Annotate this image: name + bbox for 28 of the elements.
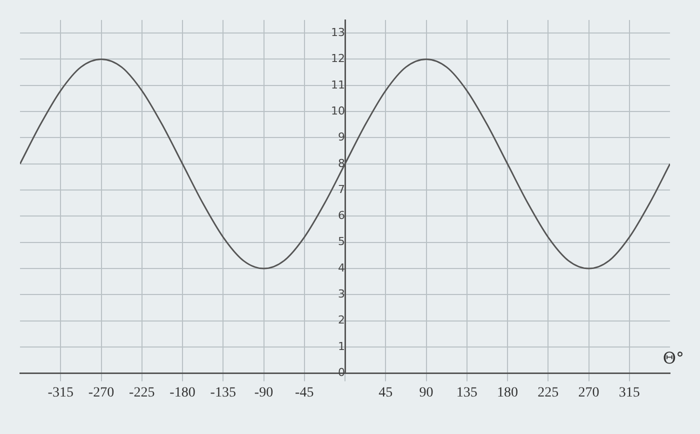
y-tick-label: 5 <box>338 235 345 248</box>
y-tick-label: 4 <box>338 261 345 274</box>
x-tick-label: 135 <box>456 385 478 400</box>
y-tick-label: 7 <box>338 182 345 196</box>
y-tick-label: 8 <box>338 156 345 170</box>
y-tick-label: 2 <box>338 314 345 327</box>
x-tick-label: -45 <box>295 385 314 400</box>
y-tick-label: 13 <box>331 26 345 39</box>
x-tick-label: -180 <box>170 385 196 400</box>
x-tick-label: -315 <box>48 385 74 400</box>
y-tick-label: 9 <box>338 130 345 144</box>
x-tick-label: 225 <box>538 385 559 400</box>
x-tick-label: 315 <box>618 385 640 400</box>
y-tick-label: 11 <box>331 78 345 92</box>
y-tick-label: 3 <box>338 288 345 301</box>
x-axis-title: Θ° <box>662 348 684 368</box>
y-tick-label: 1 <box>338 340 345 353</box>
y-tick-label: 10 <box>331 104 345 118</box>
x-tick-label: 45 <box>378 385 393 400</box>
x-tick-label: -90 <box>254 385 274 400</box>
x-tick-label: 90 <box>419 385 434 400</box>
y-tick-label: 12 <box>331 52 345 66</box>
x-tick-label: -270 <box>88 385 114 400</box>
x-tick-label: -225 <box>129 385 155 400</box>
x-tick-label: 270 <box>578 385 600 400</box>
x-tick-label: 180 <box>497 385 518 400</box>
x-tick-label: -135 <box>210 385 236 400</box>
y-tick-label: 6 <box>338 209 345 222</box>
